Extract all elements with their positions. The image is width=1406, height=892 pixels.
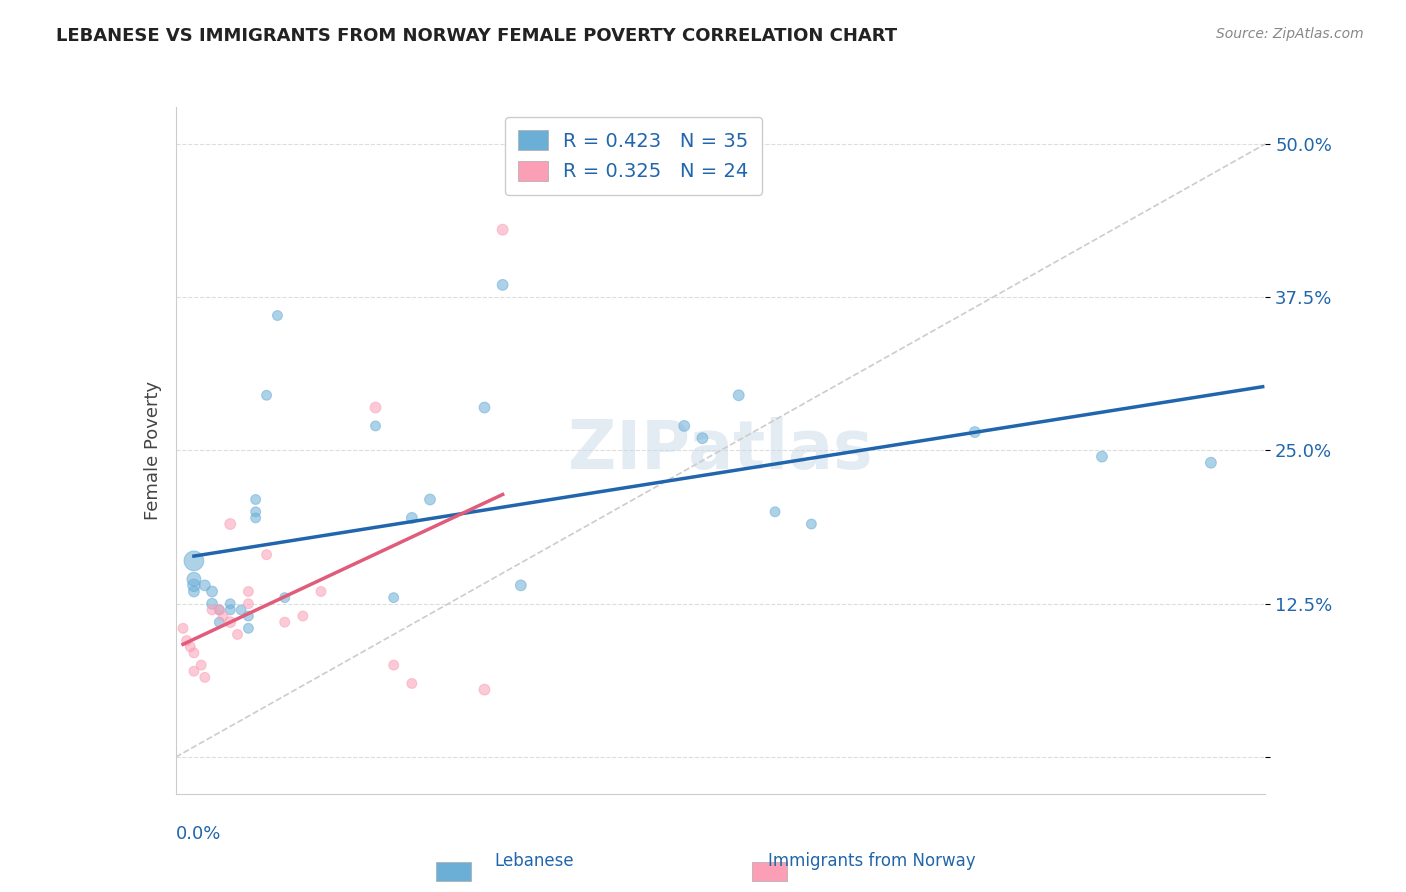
Point — [219, 517, 242, 532]
Point — [183, 578, 205, 592]
Point — [176, 633, 198, 648]
Point — [364, 401, 387, 415]
Point — [201, 603, 224, 617]
Point — [179, 640, 201, 654]
Point — [219, 597, 242, 611]
Point — [219, 603, 242, 617]
Text: Source: ZipAtlas.com: Source: ZipAtlas.com — [1216, 27, 1364, 41]
Point — [509, 578, 531, 592]
Point — [256, 388, 278, 402]
Point — [183, 572, 205, 586]
Point — [201, 597, 224, 611]
Point — [208, 603, 231, 617]
Point — [727, 388, 749, 402]
Point — [190, 658, 212, 673]
Point — [245, 511, 267, 525]
Point — [309, 584, 332, 599]
Point — [183, 584, 205, 599]
Point — [673, 418, 696, 433]
Point — [238, 621, 260, 635]
Point — [238, 584, 260, 599]
Point — [291, 609, 314, 624]
Point — [419, 492, 441, 507]
Point — [183, 664, 205, 679]
Point — [226, 627, 249, 641]
Point — [183, 554, 205, 568]
Text: Immigrants from Norway: Immigrants from Norway — [768, 852, 976, 870]
Point — [172, 621, 194, 635]
Point — [382, 658, 405, 673]
Point — [266, 309, 288, 323]
Point — [274, 615, 297, 630]
Point — [256, 548, 278, 562]
Point — [208, 615, 231, 630]
Point — [245, 505, 267, 519]
Point — [274, 591, 297, 605]
Point — [238, 609, 260, 624]
Point — [194, 578, 217, 592]
Point — [238, 597, 260, 611]
Point — [492, 277, 515, 292]
Point — [492, 223, 515, 237]
Point — [245, 492, 267, 507]
Point — [183, 646, 205, 660]
Point — [800, 517, 823, 532]
Text: LEBANESE VS IMMIGRANTS FROM NORWAY FEMALE POVERTY CORRELATION CHART: LEBANESE VS IMMIGRANTS FROM NORWAY FEMAL… — [56, 27, 897, 45]
Point — [212, 609, 235, 624]
Point — [231, 603, 253, 617]
Text: Lebanese: Lebanese — [495, 852, 574, 870]
Point — [401, 676, 423, 690]
Point — [963, 425, 986, 439]
Point — [1199, 456, 1222, 470]
Point — [364, 418, 387, 433]
Point — [194, 670, 217, 684]
Text: ZIPatlas: ZIPatlas — [568, 417, 873, 483]
Point — [692, 431, 714, 445]
Point — [1091, 450, 1114, 464]
Point — [401, 511, 423, 525]
Point — [474, 401, 496, 415]
Legend: R = 0.423   N = 35, R = 0.325   N = 24: R = 0.423 N = 35, R = 0.325 N = 24 — [505, 117, 762, 194]
Text: 0.0%: 0.0% — [176, 825, 221, 843]
Y-axis label: Female Poverty: Female Poverty — [143, 381, 162, 520]
Point — [208, 603, 231, 617]
Point — [382, 591, 405, 605]
Point — [219, 615, 242, 630]
Point — [201, 584, 224, 599]
Point — [474, 682, 496, 697]
Point — [763, 505, 786, 519]
